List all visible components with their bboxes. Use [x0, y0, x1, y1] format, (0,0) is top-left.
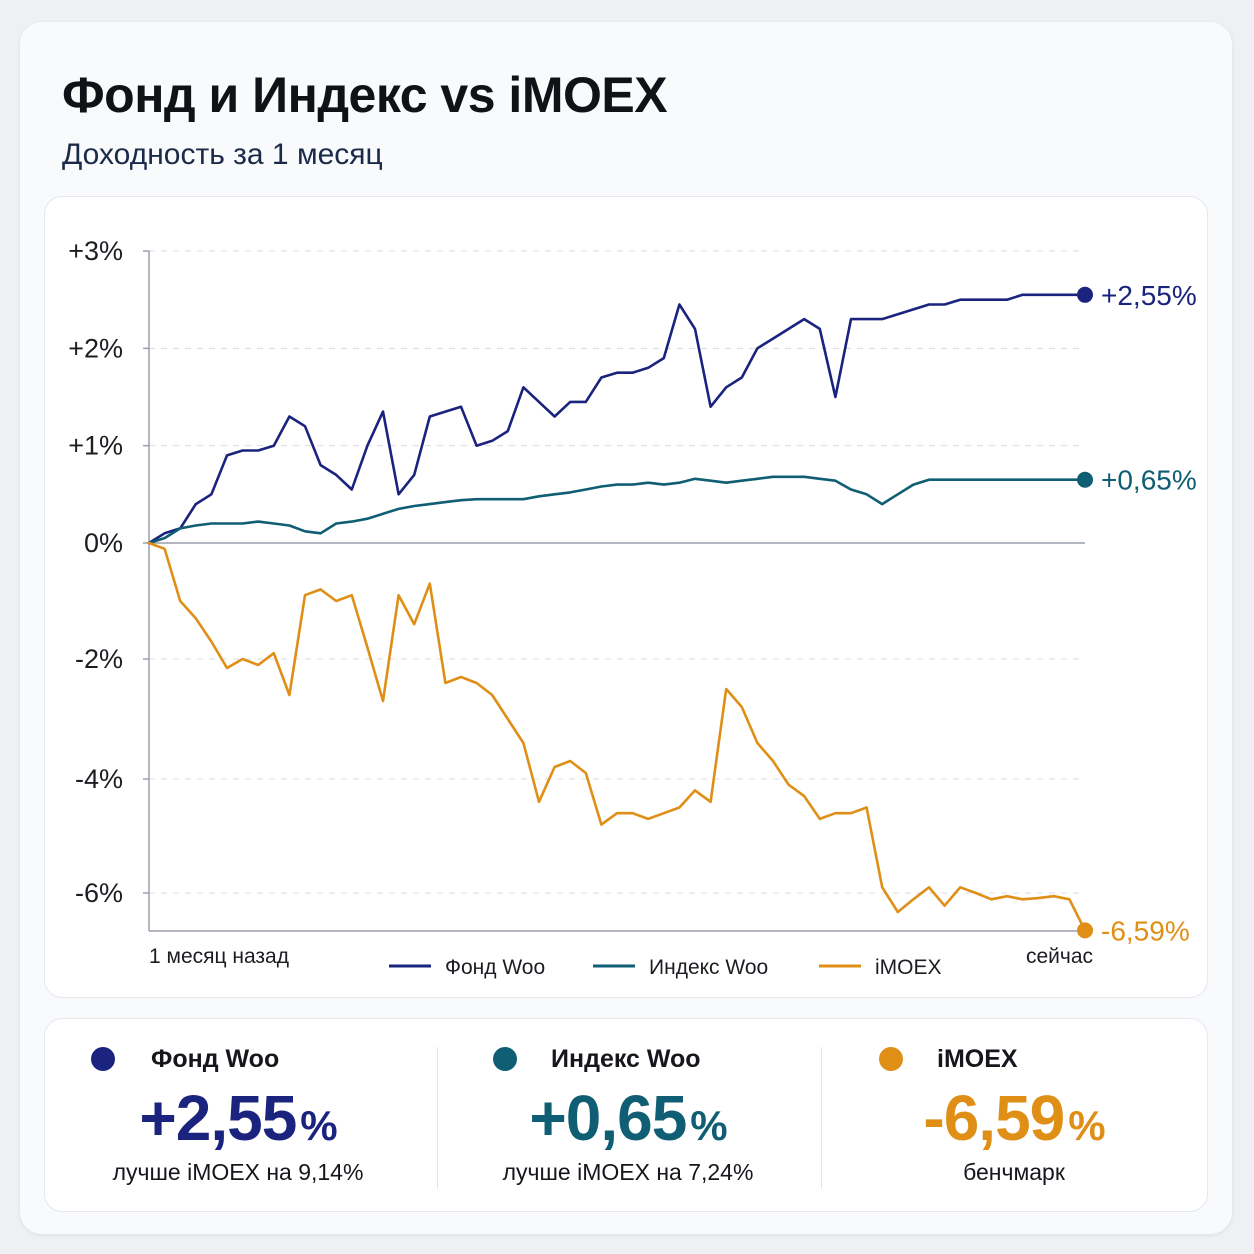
- summary-note: лучше iMOEX на 9,14%: [112, 1159, 364, 1185]
- legend-label: iMOEX: [875, 956, 942, 979]
- series-line-3: [147, 541, 1087, 932]
- summary-value-number: -6,59: [923, 1082, 1065, 1154]
- series-end-label: +2,55%: [1101, 280, 1197, 311]
- summary-divider: [821, 1047, 822, 1189]
- card: Фонд и Индекс vs iMOEX Доходность за 1 м…: [20, 22, 1232, 1234]
- y-tick-label: +2%: [68, 333, 123, 363]
- summary-name: Фонд Woo: [151, 1045, 280, 1073]
- series-end-marker: [1077, 286, 1093, 303]
- fund-color-dot: [91, 1047, 115, 1071]
- page-title: Фонд и Индекс vs iMOEX: [62, 67, 668, 123]
- y-tick-label: -2%: [75, 644, 123, 674]
- series-end-label: -6,59%: [1101, 915, 1190, 946]
- summary-value-number: +0,65: [529, 1082, 687, 1154]
- summary-value-unit: %: [1068, 1102, 1105, 1149]
- summary-panel: Фонд Woo +2,55% лучше iMOEX на 9,14% Инд…: [44, 1018, 1208, 1212]
- series-end-label: +0,65%: [1101, 465, 1197, 496]
- summary-card-index: Индекс Woo +0,65% лучше iMOEX на 7,24%: [435, 1019, 821, 1211]
- y-tick-label: +1%: [68, 431, 123, 461]
- summary-card-imoex: iMOEX -6,59% бенчмарк: [821, 1019, 1207, 1211]
- page-subtitle: Доходность за 1 месяц: [62, 138, 383, 171]
- series-line-1: [147, 293, 1087, 545]
- x-start-label: 1 месяц назад: [149, 945, 289, 968]
- chart-panel: +3% +2% +1% 0% -2% -4% -6% 1 месяц назад сейчас +…: [44, 196, 1208, 998]
- returns-line-chart: +3% +2% +1% 0% -2% -4% -6% 1 месяц назад сейчас +…: [68, 236, 1197, 979]
- summary-divider: [437, 1047, 438, 1189]
- y-tick-label: 0%: [84, 528, 123, 558]
- legend-label: Индекс Woo: [649, 956, 768, 979]
- series-end-marker: [1077, 922, 1093, 939]
- summary-note: бенчмарк: [963, 1159, 1065, 1185]
- series-line-2: [147, 475, 1087, 545]
- x-end-label: сейчас: [1026, 945, 1093, 968]
- imoex-color-dot: [879, 1047, 903, 1071]
- summary-note: лучше iMOEX на 7,24%: [502, 1159, 754, 1185]
- summary-value-number: +2,55: [139, 1082, 297, 1154]
- y-tick-label: +3%: [68, 236, 123, 266]
- summary-card-fund: Фонд Woo +2,55% лучше iMOEX на 9,14%: [45, 1019, 431, 1211]
- index-color-dot: [493, 1047, 517, 1071]
- legend-label: Фонд Woo: [445, 956, 545, 979]
- summary-value: -6,59%: [821, 1081, 1207, 1155]
- summary-value: +0,65%: [435, 1081, 821, 1155]
- series-end-marker: [1077, 471, 1093, 488]
- summary-value-unit: %: [690, 1102, 727, 1149]
- summary-value: +2,55%: [45, 1081, 431, 1155]
- summary-name: Индекс Woo: [551, 1045, 701, 1073]
- summary-name: iMOEX: [937, 1045, 1018, 1073]
- summary-value-unit: %: [300, 1102, 337, 1149]
- y-tick-label: -6%: [75, 878, 123, 908]
- y-tick-label: -4%: [75, 764, 123, 794]
